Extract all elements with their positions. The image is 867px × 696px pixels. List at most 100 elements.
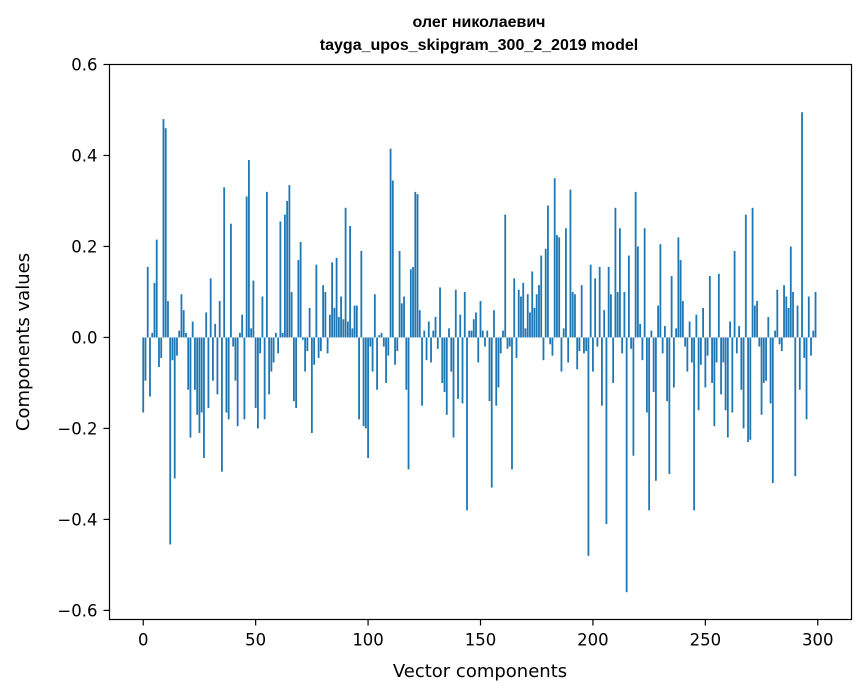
bar-192 (574, 294, 576, 338)
bar-286 (785, 296, 788, 338)
bar-79 (319, 337, 322, 352)
bar-293 (801, 112, 803, 338)
bar-272 (753, 305, 756, 338)
bar-100 (367, 337, 369, 458)
bar-95 (355, 305, 358, 338)
bar-66 (290, 291, 293, 338)
bar-97 (360, 251, 363, 338)
y-tick-label-5: 0.4 (71, 146, 97, 165)
bar-81 (324, 291, 327, 338)
bar-91 (346, 321, 349, 338)
bar-204 (601, 337, 603, 406)
bar-290 (794, 337, 797, 477)
x-tick-label-150: 150 (465, 631, 497, 650)
x-tick-label-100: 100 (352, 631, 384, 650)
bar-212 (619, 228, 621, 338)
bar-228 (654, 337, 657, 481)
bar-276 (762, 337, 765, 383)
bar-200 (592, 337, 594, 372)
bar-151 (481, 330, 484, 338)
bar-184 (556, 235, 558, 338)
bar-236 (672, 337, 675, 388)
bar-248 (699, 337, 702, 365)
bar-83 (328, 314, 331, 338)
bar-51 (257, 337, 259, 429)
bar-140 (457, 337, 459, 399)
x-tick-label-200: 200 (577, 631, 609, 650)
bar-198 (587, 337, 590, 556)
bar-199 (589, 264, 592, 338)
bar-111 (391, 180, 394, 338)
bar-289 (792, 291, 794, 338)
bar-108 (385, 337, 387, 383)
bar-6 (155, 239, 158, 338)
bar-232 (663, 326, 666, 338)
bar-260 (726, 337, 729, 438)
y-axis-label: Components values (13, 253, 34, 431)
bar-225 (648, 337, 651, 511)
bar-249 (702, 307, 704, 338)
bar-265 (738, 326, 740, 338)
bar-190 (569, 189, 572, 338)
bar-280 (771, 337, 774, 484)
bar-162 (506, 337, 509, 349)
bar-45 (243, 337, 246, 420)
bar-5 (153, 282, 156, 338)
bar-21 (189, 337, 192, 438)
bar-39 (230, 223, 232, 338)
bar-268 (744, 214, 747, 338)
bar-194 (578, 337, 581, 352)
bar-10 (164, 128, 167, 338)
bar-157 (495, 337, 498, 406)
bar-230 (659, 244, 662, 338)
bar-234 (668, 337, 671, 474)
bar-189 (567, 337, 570, 363)
bar-188 (565, 228, 567, 338)
bar-173 (531, 271, 534, 338)
bar-214 (623, 291, 626, 338)
bar-41 (234, 337, 237, 381)
bar-0 (142, 337, 145, 413)
bar-129 (432, 330, 435, 338)
bar-255 (715, 337, 718, 363)
bar-201 (594, 278, 597, 338)
bar-283 (778, 337, 781, 345)
bar-156 (493, 310, 495, 338)
bar-104 (376, 337, 378, 390)
bar-202 (596, 337, 599, 347)
bar-16 (178, 330, 181, 338)
bar-77 (315, 264, 318, 338)
bar-23 (194, 337, 196, 390)
bar-238 (677, 237, 680, 338)
bar-147 (472, 319, 475, 338)
bar-134 (443, 337, 446, 393)
bar-87 (337, 316, 340, 338)
bar-298 (812, 330, 815, 338)
plot-frame (108, 63, 853, 621)
bar-217 (630, 337, 633, 349)
bar-105 (378, 335, 381, 338)
bar-132 (439, 287, 441, 338)
bar-164 (511, 337, 513, 470)
bar-90 (344, 207, 347, 338)
bar-172 (529, 312, 531, 338)
bar-26 (200, 337, 203, 413)
bar-49 (252, 280, 255, 338)
bar-32 (214, 323, 217, 338)
bar-86 (335, 257, 338, 338)
bar-142 (461, 337, 464, 404)
bar-7 (158, 337, 160, 368)
bar-161 (504, 214, 507, 338)
bar-177 (540, 255, 543, 338)
bar-171 (526, 294, 529, 338)
bar-261 (729, 321, 731, 338)
bar-197 (585, 337, 588, 352)
x-tick-label-50: 50 (245, 631, 266, 650)
bar-166 (515, 337, 518, 358)
bar-285 (783, 285, 785, 338)
bar-167 (517, 289, 520, 338)
bar-267 (742, 337, 745, 429)
bar-165 (513, 278, 516, 338)
bar-118 (407, 337, 410, 470)
chart-title: олег николаевич (413, 14, 546, 31)
